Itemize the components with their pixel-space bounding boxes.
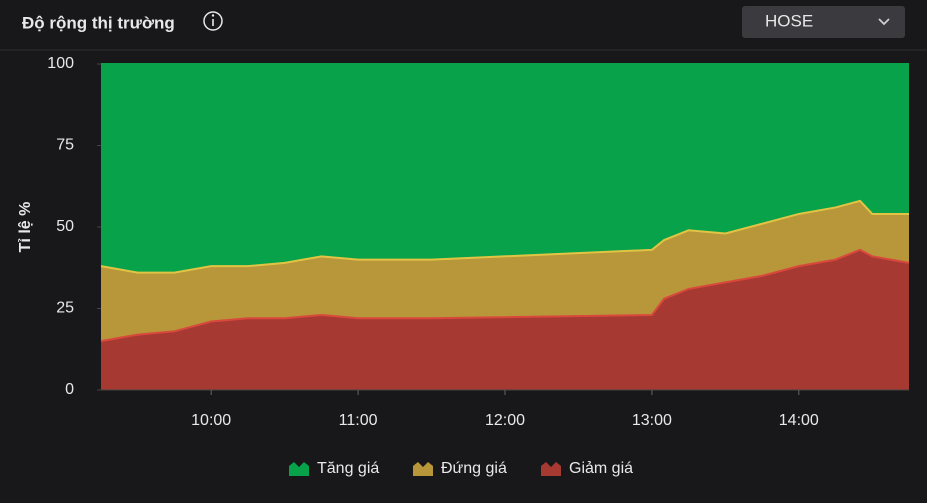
title: Độ rộng thị trường [22,13,175,32]
info-icon[interactable] [203,11,223,31]
y-tick-label: 0 [65,381,74,398]
legend-icon [541,462,561,476]
area-edge [100,248,910,343]
y-tick-label: 25 [56,300,74,317]
y-tick-label: 100 [47,55,74,72]
area-fill [101,64,909,273]
legend-label: Giảm giá [569,460,633,477]
legend-item[interactable]: Đứng giá [413,460,507,477]
legend-icon [413,462,433,476]
area-fill [101,200,909,342]
x-tick-label: 13:00 [632,412,672,429]
x-tick-label: 14:00 [779,412,819,429]
x-tick-label: 11:00 [339,412,378,429]
legend-item[interactable]: Giảm giá [541,460,633,477]
legend-icon [289,462,309,476]
x-tick-label: 10:00 [191,412,231,429]
legend-item[interactable]: Tăng giá [289,460,379,477]
exchange-dropdown[interactable]: HOSE [742,6,905,38]
legend-label: Đứng giá [441,460,507,477]
y-tick-label: 50 [56,218,74,235]
legend-label: Tăng giá [317,460,379,477]
y-axis-label: Tỉ lệ % [17,202,34,253]
x-tick-label: 12:00 [485,412,525,429]
dropdown-label: HOSE [765,11,813,30]
y-tick-label: 75 [56,137,74,154]
area-fill [101,249,909,390]
area-edge [100,199,909,274]
